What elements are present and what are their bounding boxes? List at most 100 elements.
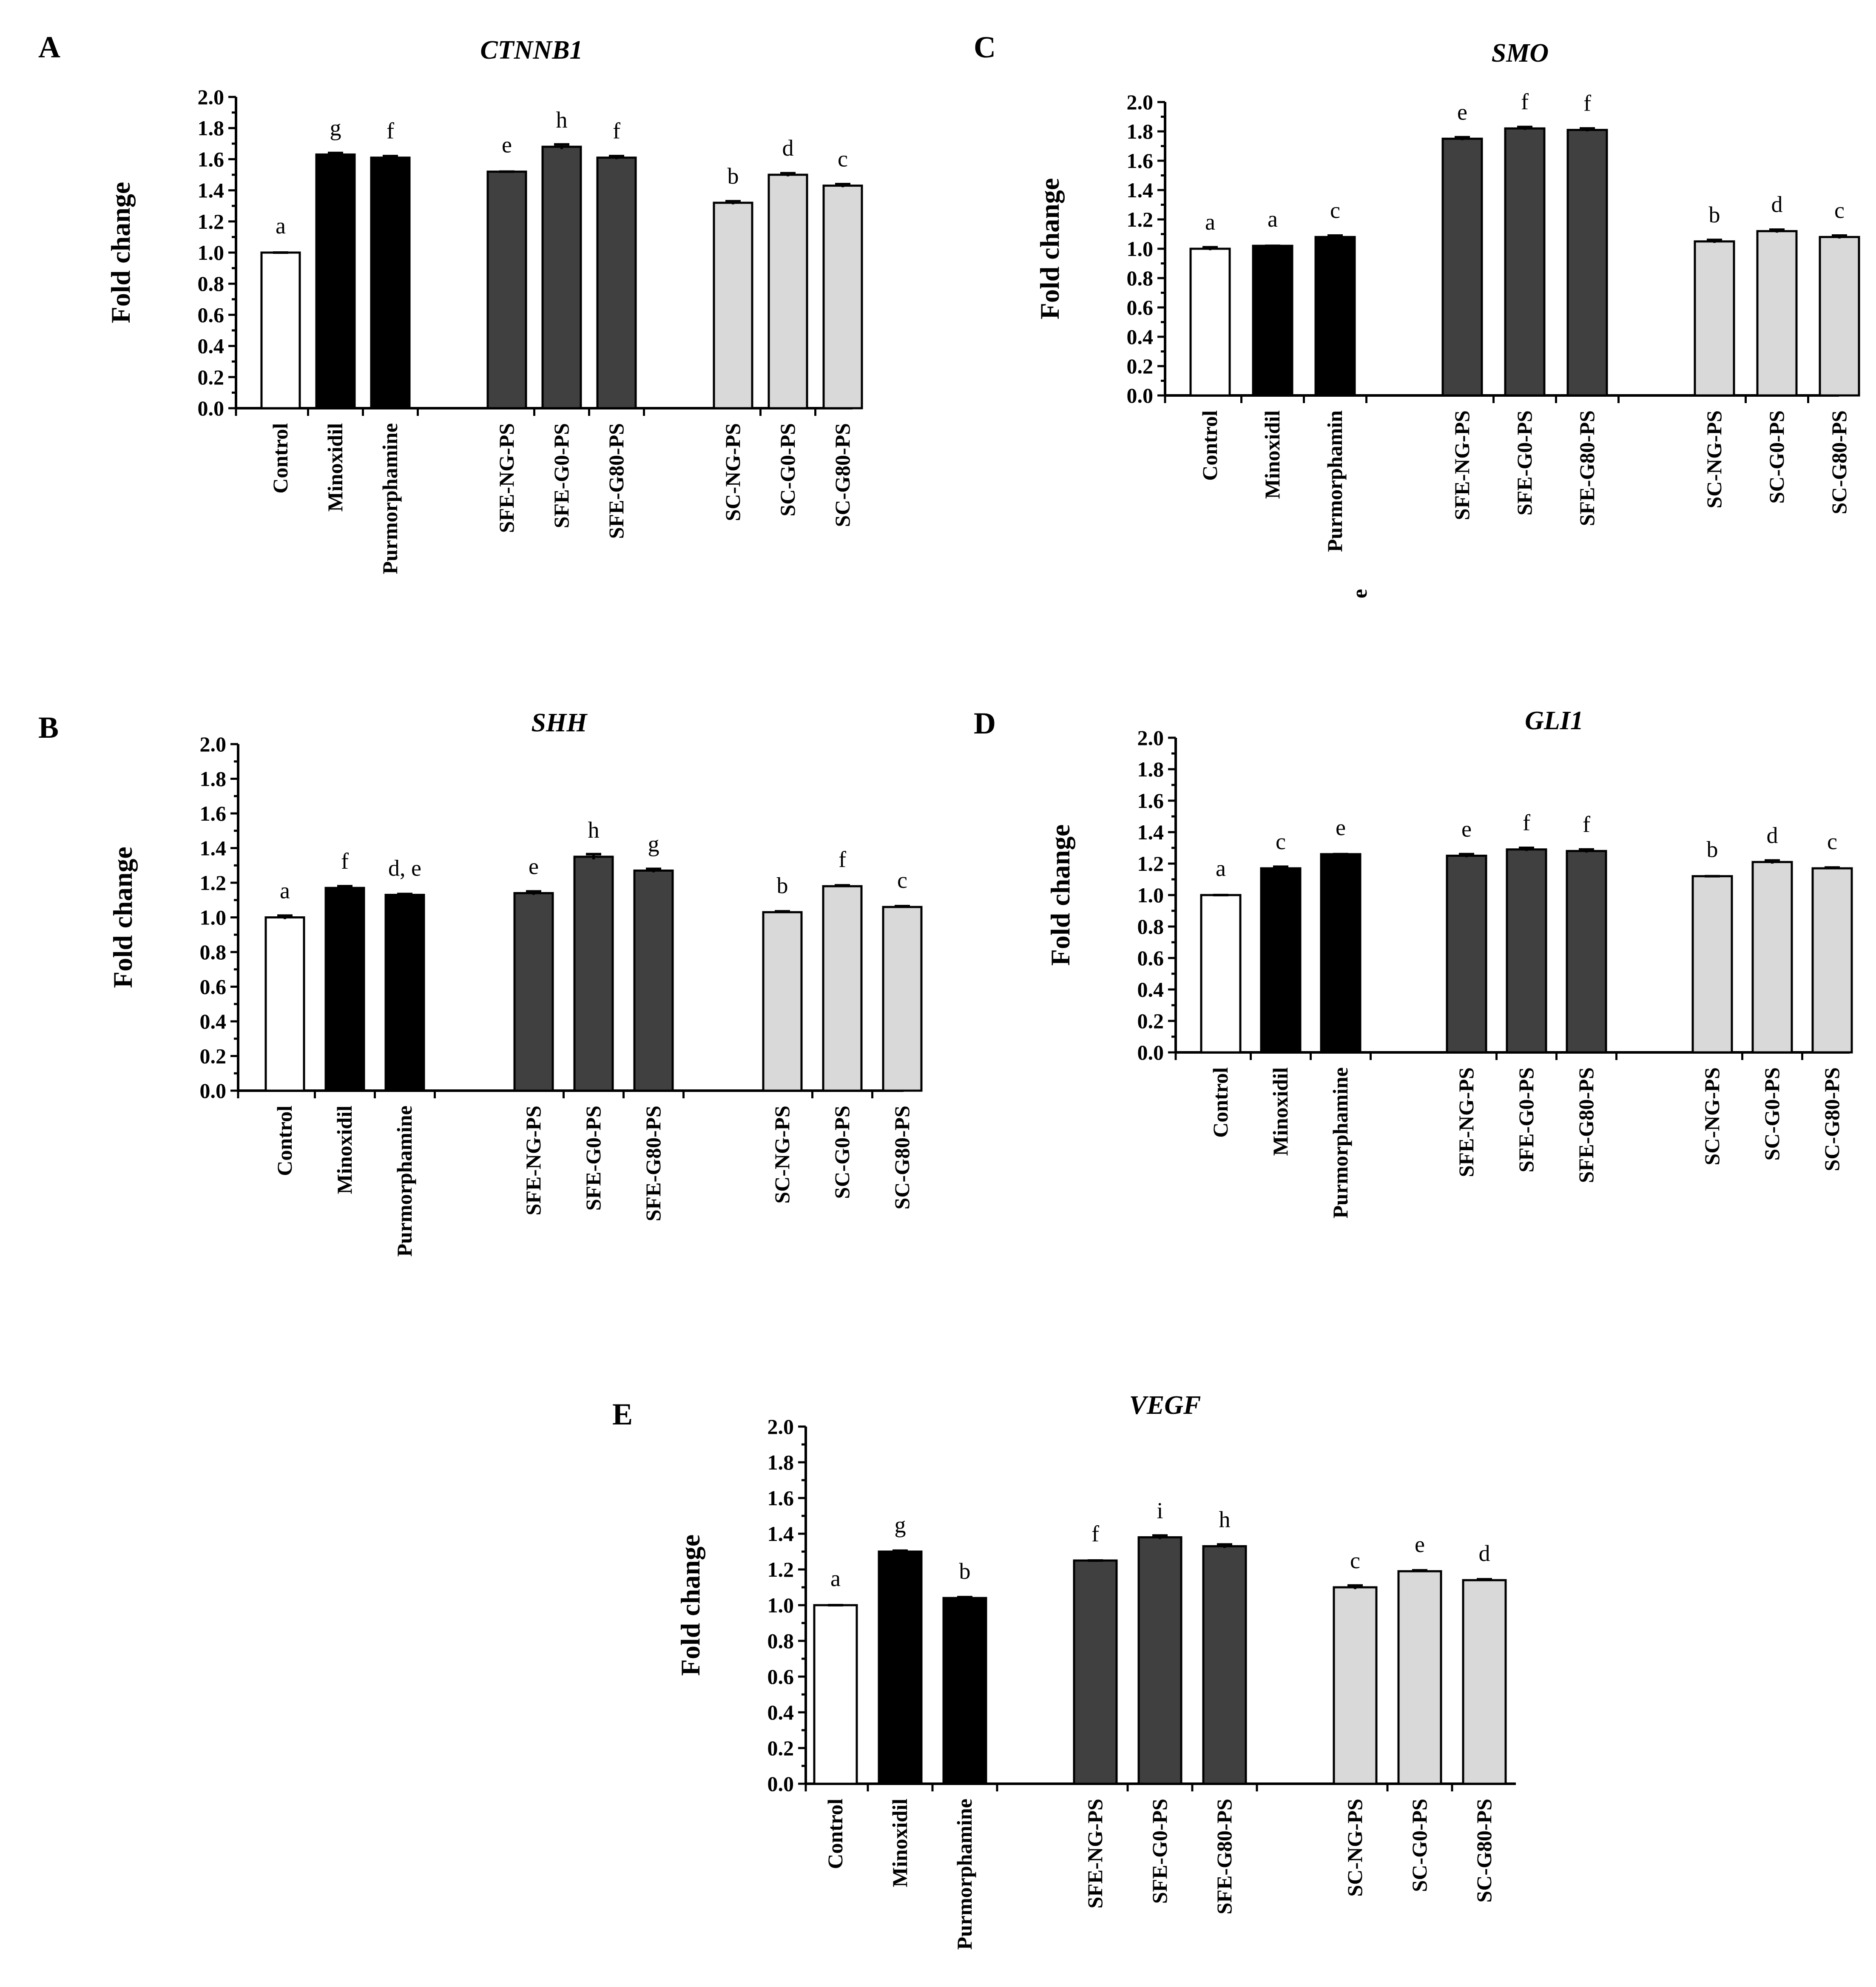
- bar-purmorphamine: [384, 894, 425, 1092]
- y-tick-label: 1.2: [200, 871, 227, 895]
- significance-letter: g: [895, 1512, 906, 1538]
- x-tick-label: SFE-NG-PS: [521, 1106, 545, 1215]
- significance-letter: b: [1707, 837, 1718, 862]
- significance-letter: e: [502, 132, 512, 158]
- x-tick-label: Minoxidil: [888, 1799, 912, 1887]
- panel-letter: E: [612, 1397, 633, 1431]
- bar-control: [260, 251, 301, 409]
- significance-letter: f: [1523, 810, 1530, 836]
- significance-letter: a: [1268, 206, 1278, 232]
- x-tick-label: SC-G0-PS: [1760, 1067, 1784, 1160]
- bar-sfe-g80-ps: [1566, 850, 1607, 1054]
- y-tick-label: 0.4: [1127, 325, 1154, 349]
- chart-title: CTNNB1: [480, 36, 583, 65]
- significance-letter: h: [1219, 1507, 1231, 1532]
- x-tick-label: SFE-NG-PS: [495, 423, 518, 533]
- x-tick-label: Control: [268, 423, 292, 494]
- bar-sc-ng-ps: [762, 911, 803, 1092]
- bar-sc-ng-ps: [1333, 1586, 1378, 1785]
- bar-control: [813, 1604, 858, 1785]
- bar-sfe-ng-ps: [1441, 137, 1483, 397]
- y-tick-label: 1.8: [1127, 119, 1154, 143]
- bar-sfe-ng-ps: [1073, 1559, 1118, 1785]
- bar-sfe-ng-ps: [1446, 855, 1487, 1054]
- bar-sfe-g80-ps: [633, 869, 674, 1092]
- bar-sfe-g0-ps: [1504, 127, 1546, 397]
- y-tick-label: 1.6: [200, 802, 227, 825]
- bar-purmorphamine: [1320, 853, 1362, 1054]
- y-tick-label: 0.8: [200, 940, 227, 964]
- significance-letter: c: [1827, 829, 1837, 854]
- y-tick-label: 1.2: [198, 210, 225, 233]
- chart-panel-e: E VEGF 0.0 0.2 0.4 0.6 0.8 1.0 1.2 1.4 1.6 1.8 2.0 Fo…: [612, 1391, 1516, 1950]
- significance-letter: d: [782, 135, 794, 161]
- significance-letter: f: [1091, 1521, 1099, 1546]
- panel-letter: D: [974, 706, 996, 740]
- y-tick-label: 0.0: [1137, 1040, 1164, 1064]
- x-tick-label: SFE-G0-PS: [549, 423, 573, 528]
- bar-sc-ng-ps: [1691, 875, 1733, 1054]
- chart-title: SHH: [532, 708, 588, 737]
- y-tick-label: 0.4: [198, 334, 225, 358]
- y-tick-label: 2.0: [767, 1415, 794, 1438]
- y-tick-label: 1.4: [198, 179, 225, 202]
- y-tick-label: 0.8: [1137, 915, 1164, 938]
- y-tick-label: 1.2: [1137, 852, 1164, 876]
- bar-minoxidil: [1260, 867, 1302, 1054]
- x-tick-label: SFE-NG-PS: [1454, 1067, 1478, 1177]
- chart-title: GLI1: [1525, 706, 1583, 735]
- y-tick-label: 1.0: [198, 241, 225, 264]
- significance-letter: f: [341, 848, 349, 874]
- significance-letter: e: [1415, 1532, 1425, 1557]
- bar-control: [264, 916, 305, 1092]
- y-tick-label: 1.2: [1127, 208, 1154, 231]
- x-tick-label: SFE-G80-PS: [641, 1106, 665, 1221]
- x-tick-label: SC-G0-PS: [776, 423, 799, 516]
- significance-letter: d: [1479, 1541, 1490, 1566]
- y-tick-label: 0.0: [198, 396, 225, 420]
- x-tick-label: SC-NG-PS: [721, 423, 745, 521]
- y-tick-label: 2.0: [198, 85, 225, 109]
- x-tick-label: SFE-G80-PS: [604, 423, 628, 539]
- x-tick-label: SC-G80-PS: [830, 423, 854, 527]
- significance-letter: a: [280, 878, 290, 904]
- x-tick-label: SFE-G0-PS: [1514, 1067, 1538, 1172]
- x-tick-label: SFE-NG-PS: [1450, 410, 1474, 520]
- y-tick-label: 0.8: [1127, 266, 1154, 290]
- bar-sc-g0-ps: [767, 173, 808, 409]
- y-tick-label: 0.2: [1137, 1009, 1164, 1033]
- y-tick-label: 0.0: [1127, 384, 1154, 407]
- x-tick-label: SC-G80-PS: [1827, 410, 1851, 514]
- significance-letter: a: [1205, 209, 1215, 235]
- bar-sfe-g0-ps: [573, 856, 614, 1092]
- significance-letter: e: [1457, 99, 1467, 125]
- x-tick-label: Control: [1208, 1067, 1232, 1138]
- bar-control: [1189, 247, 1231, 397]
- chart-title: VEGF: [1129, 1391, 1201, 1420]
- bar-purmorphamin-e: [1314, 236, 1356, 397]
- y-axis-label: Fold change: [108, 847, 138, 988]
- x-tick-label: Purmorphamine: [392, 1106, 416, 1257]
- x-tick-label: Purmorphamine: [1328, 1067, 1352, 1219]
- significance-letter: d: [1771, 192, 1783, 217]
- x-tick-label: SC-NG-PS: [770, 1106, 794, 1204]
- y-tick-label: 0.2: [198, 365, 225, 389]
- significance-letter: f: [1521, 89, 1529, 114]
- bar-sc-g80-ps: [1811, 867, 1853, 1054]
- x-tick-label: SFE-G80-PS: [1574, 1067, 1598, 1183]
- y-axis-label: Fold change: [105, 182, 136, 323]
- significance-letter: c: [1834, 197, 1845, 223]
- y-tick-label: 0.0: [767, 1772, 794, 1796]
- x-tick-label: Minoxidil: [333, 1106, 356, 1194]
- significance-letter: g: [648, 831, 659, 856]
- y-tick-label: 1.8: [198, 116, 225, 140]
- y-tick-label: 1.0: [200, 906, 227, 930]
- bar-sc-g80-ps: [822, 185, 863, 409]
- y-tick-label: 0.6: [198, 303, 225, 327]
- bar-sfe-g80-ps: [596, 156, 637, 409]
- chart-title: SMO: [1492, 39, 1549, 68]
- bar-sc-g80-ps: [882, 906, 923, 1092]
- y-tick-label: 0.6: [767, 1665, 794, 1689]
- x-tick-label-line: e: [1347, 589, 1371, 598]
- significance-letter: a: [276, 213, 286, 239]
